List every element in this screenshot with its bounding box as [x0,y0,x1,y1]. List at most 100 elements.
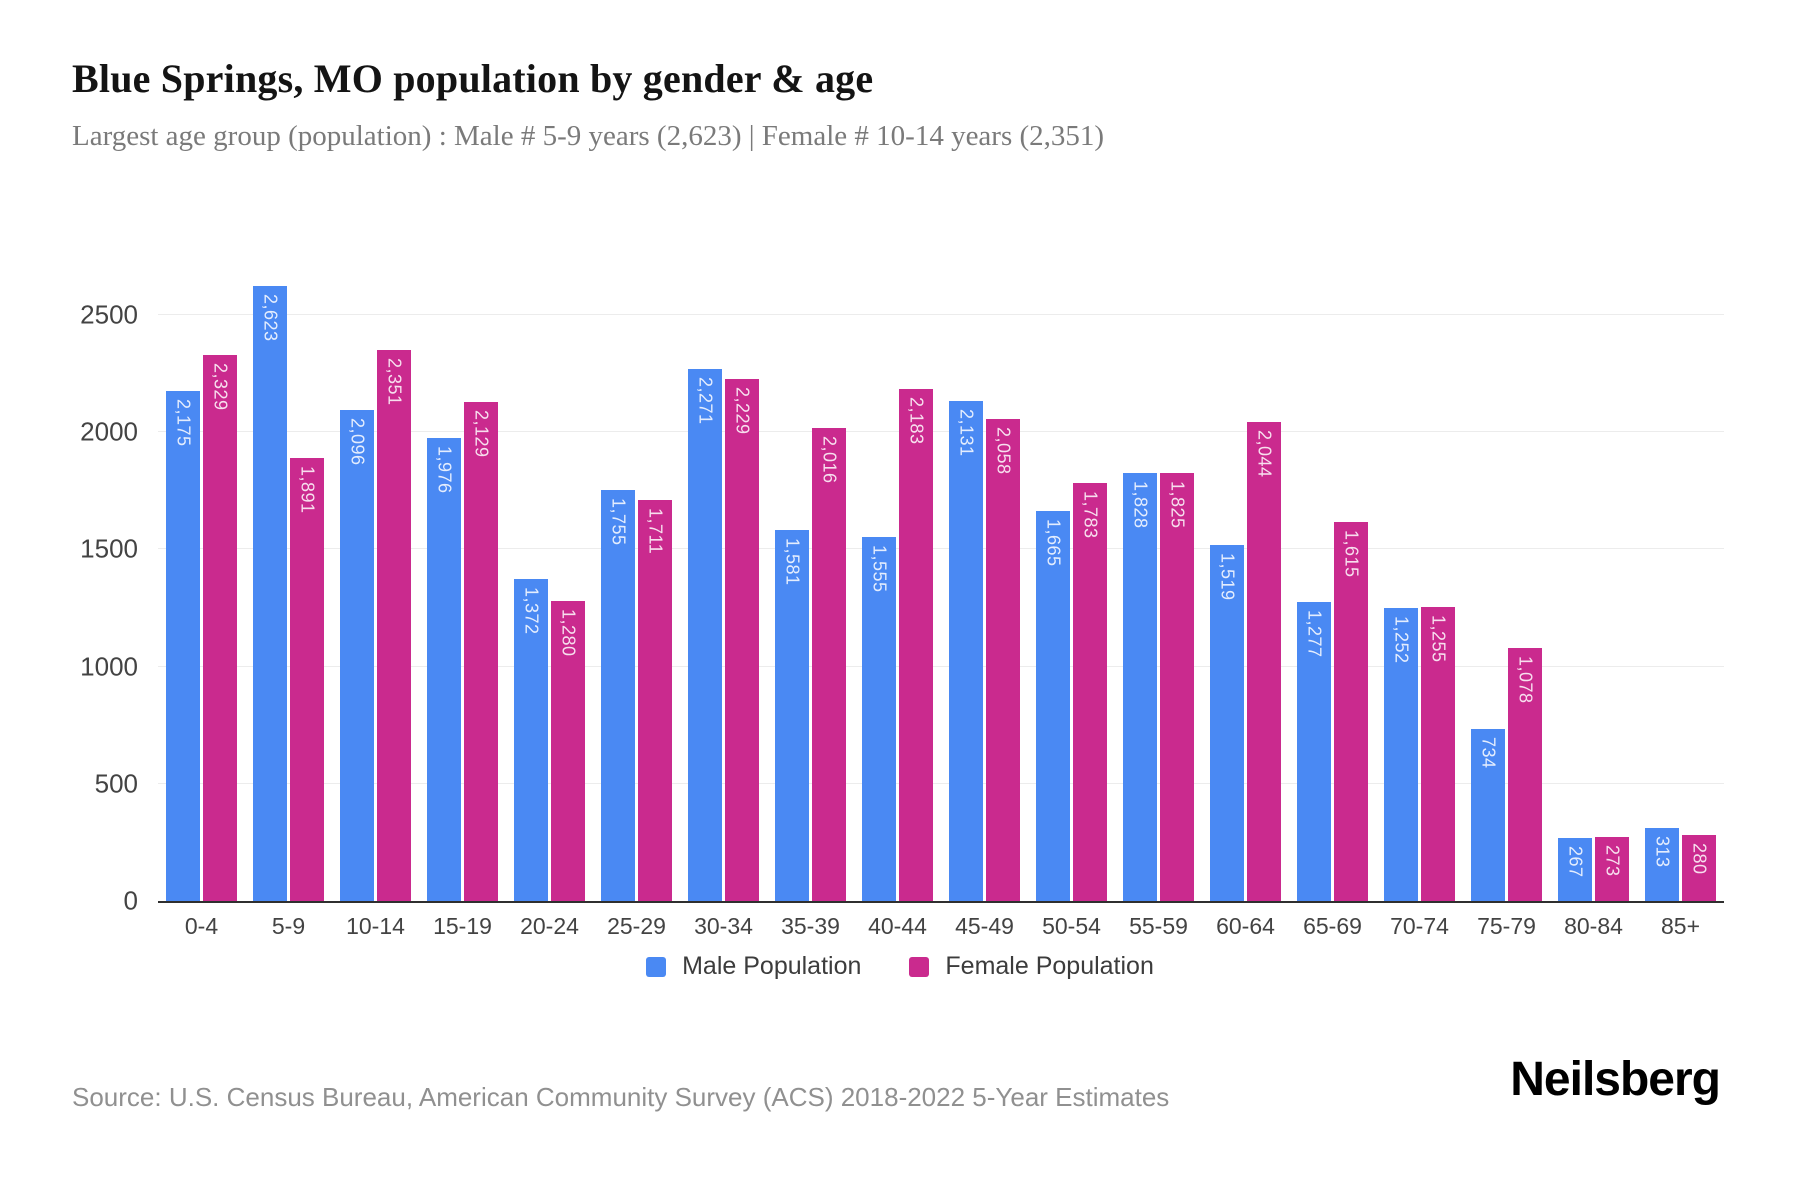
bar-value-label: 2,183 [906,397,927,445]
age-group-30-34: 2,271 2,229 30-34 [680,240,767,939]
bar-value-label: 734 [1478,737,1499,769]
legend: Male Population Female Population [0,952,1800,981]
bar-value-label: 2,044 [1254,430,1275,478]
bar-male-50-54: 1,665 [1036,511,1070,901]
neilsberg-logo: Neilsberg [1510,1053,1721,1106]
bar-female-60-64: 2,044 [1247,422,1281,901]
bar-male-10-14: 2,096 [340,410,374,901]
y-axis-tick-1500: 1500 [80,533,138,564]
age-group-10-14: 2,096 2,351 10-14 [332,240,419,939]
bar-value-label: 2,271 [695,377,716,425]
age-group-5-9: 2,623 1,891 5-9 [245,240,332,939]
x-axis-tick-45-49: 45-49 [955,913,1014,939]
y-axis-tick-2000: 2000 [80,416,138,447]
bar-value-label: 2,351 [384,358,405,406]
source-attribution: Source: U.S. Census Bureau, American Com… [72,1082,1170,1112]
gridline-1500 [158,548,1724,550]
bar-male-40-44: 1,555 [862,537,896,901]
bar-male-55-59: 1,828 [1123,473,1157,901]
chart-subtitle: Largest age group (population) : Male # … [72,120,1105,152]
bar-value-label: 1,711 [645,508,666,555]
bar-value-label: 1,976 [434,446,455,494]
x-axis-tick-65-69: 65-69 [1303,913,1362,939]
bar-female-65-69: 1,615 [1334,522,1368,901]
bar-value-label: 267 [1565,846,1586,878]
bar-male-0-4: 2,175 [166,391,200,901]
bar-value-label: 2,623 [260,294,281,342]
gridline-1000 [158,665,1724,667]
x-axis-tick-75-79: 75-79 [1477,913,1536,939]
bar-female-45-49: 2,058 [986,419,1020,901]
bar-male-85+: 313 [1645,828,1679,901]
bar-female-20-24: 1,280 [551,601,585,901]
age-group-65-69: 1,277 1,615 65-69 [1289,240,1376,939]
x-axis-tick-60-64: 60-64 [1216,913,1275,939]
age-group-75-79: 734 1,078 75-79 [1463,240,1550,939]
bar-male-25-29: 1,755 [601,490,635,901]
bar-value-label: 1,783 [1080,491,1101,539]
bar-male-35-39: 1,581 [775,530,809,901]
bar-value-label: 1,555 [869,545,890,593]
bar-female-55-59: 1,825 [1160,473,1194,901]
bar-value-label: 2,131 [956,409,977,457]
x-axis-tick-40-44: 40-44 [868,913,927,939]
bar-value-label: 1,078 [1515,656,1536,704]
x-axis-tick-10-14: 10-14 [346,913,405,939]
x-axis-tick-25-29: 25-29 [607,913,666,939]
bar-groups: 2,175 2,329 0-4 2,623 1,891 5-9 2,096 2,351 10-1… [158,240,1724,939]
bar-male-20-24: 1,372 [514,579,548,901]
age-group-80-84: 267 273 80-84 [1550,240,1637,939]
y-axis-tick-500: 500 [94,768,138,799]
x-axis-tick-70-74: 70-74 [1390,913,1449,939]
age-group-50-54: 1,665 1,783 50-54 [1028,240,1115,939]
bar-value-label: 1,277 [1304,610,1325,658]
bar-female-50-54: 1,783 [1073,483,1107,901]
bar-male-5-9: 2,623 [253,286,287,901]
bar-value-label: 2,175 [173,399,194,447]
bar-female-70-74: 1,255 [1421,607,1455,901]
age-group-35-39: 1,581 2,016 35-39 [767,240,854,939]
gridline-2000 [158,431,1724,433]
bar-male-30-34: 2,271 [688,369,722,901]
bar-male-15-19: 1,976 [427,438,461,901]
bar-value-label: 2,329 [210,363,231,411]
gridline-500 [158,782,1724,784]
bar-female-10-14: 2,351 [377,350,411,901]
bar-value-label: 2,016 [819,436,840,484]
bar-male-75-79: 734 [1471,729,1505,901]
bar-value-label: 1,255 [1428,615,1449,663]
age-group-55-59: 1,828 1,825 55-59 [1115,240,1202,939]
y-axis-tick-2500: 2500 [80,299,138,330]
x-axis-tick-15-19: 15-19 [433,913,492,939]
bar-value-label: 2,096 [347,418,368,466]
legend-label-male: Male Population [682,952,862,980]
bar-female-0-4: 2,329 [203,355,237,901]
x-axis-tick-55-59: 55-59 [1129,913,1188,939]
bar-male-80-84: 267 [1558,838,1592,901]
bar-value-label: 1,825 [1167,481,1188,529]
legend-item-female: Female Population [909,952,1154,981]
x-axis-tick-5-9: 5-9 [271,913,306,939]
x-axis-tick-85+: 85+ [1660,913,1701,939]
bar-value-label: 1,519 [1217,553,1238,601]
y-axis-tick-0: 0 [123,885,138,916]
bar-value-label: 2,229 [732,387,753,435]
bar-male-70-74: 1,252 [1384,608,1418,901]
age-group-15-19: 1,976 2,129 15-19 [419,240,506,939]
bar-male-45-49: 2,131 [949,401,983,901]
x-axis-tick-0-4: 0-4 [184,913,219,939]
chart-title: Blue Springs, MO population by gender & … [72,56,874,101]
bar-female-85+: 280 [1682,835,1716,901]
bar-female-35-39: 2,016 [812,428,846,901]
age-group-70-74: 1,252 1,255 70-74 [1376,240,1463,939]
x-axis-tick-20-24: 20-24 [520,913,579,939]
bar-value-label: 1,755 [608,498,629,546]
legend-item-male: Male Population [646,952,861,981]
age-group-40-44: 1,555 2,183 40-44 [854,240,941,939]
bar-value-label: 2,058 [993,427,1014,475]
y-axis-tick-1000: 1000 [80,651,138,682]
age-group-0-4: 2,175 2,329 0-4 [158,240,245,939]
bar-value-label: 1,828 [1130,481,1151,529]
age-group-60-64: 1,519 2,044 60-64 [1202,240,1289,939]
bar-female-25-29: 1,711 [638,500,672,901]
